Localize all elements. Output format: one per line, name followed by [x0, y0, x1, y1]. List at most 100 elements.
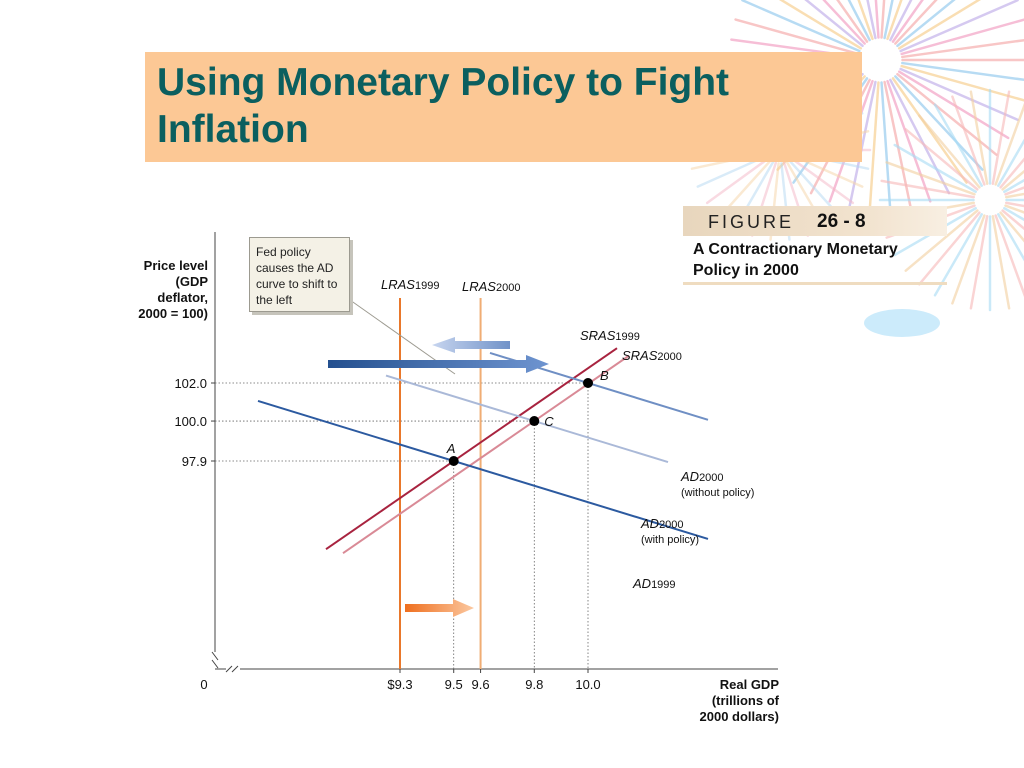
firework-ray — [994, 214, 1024, 298]
point-label: A — [446, 441, 456, 456]
firework-ray — [900, 64, 1024, 102]
firework-ray — [904, 128, 979, 191]
firework-ray — [883, 0, 894, 40]
firework-ray — [900, 18, 1024, 56]
y-axis-label-line: Price level — [144, 258, 208, 273]
title-banner: Using Monetary Policy to Fight Inflation — [145, 52, 862, 162]
firework-ray — [874, 0, 880, 39]
ad-label: AD2000 — [640, 516, 684, 531]
slide-title: Using Monetary Policy to Fight Inflation — [157, 61, 730, 151]
firework-ray — [885, 161, 976, 196]
firework-ray — [997, 213, 1024, 262]
lras-label-name: LRAS — [462, 279, 496, 294]
y-axis-break — [211, 651, 219, 669]
figure-word: FIGURE — [708, 212, 795, 232]
firework-ray — [897, 0, 982, 50]
firework-ray — [991, 90, 1011, 186]
firework-ray — [1004, 204, 1024, 214]
x-tick-label: 9.6 — [472, 677, 490, 692]
firework-ray — [901, 38, 1024, 59]
fed-policy-callout: Fed policy causes the AD curve to shift … — [249, 237, 350, 312]
firework-ray — [804, 0, 864, 48]
figure-caption: A Contractionary Monetary Policy in 2000 — [693, 241, 898, 279]
y-tick-label: 97.9 — [182, 454, 207, 469]
firework-ray — [999, 157, 1024, 189]
ad-label-name: AD — [680, 469, 699, 484]
x-axis-break — [225, 665, 239, 673]
firework-ray — [991, 214, 1011, 310]
ad-label-note: (without policy) — [681, 487, 754, 499]
firework-ray — [1001, 169, 1024, 191]
x-axis-label-line: Real GDP — [720, 677, 780, 692]
figure-label: FIGURE 26 - 8 A Contractionary Monetary … — [683, 206, 947, 286]
firework-ray — [951, 214, 986, 305]
firework-ray — [789, 156, 855, 205]
y-axis-label: Price level (GDP deflator, 2000 = 100) — [138, 258, 208, 321]
firework-ray — [889, 0, 913, 42]
sras-label-sub: 2000 — [657, 351, 681, 363]
firework-ray — [894, 75, 984, 171]
ad-label-sub: 2000 — [659, 519, 683, 531]
x-tick-label: 9.8 — [525, 677, 543, 692]
ad-label-note: (with policy) — [641, 534, 699, 546]
x-axis-label-line: 2000 dollars) — [700, 709, 780, 724]
firework-ray — [933, 103, 983, 187]
x-tick-label: $9.3 — [387, 677, 412, 692]
y-axis-label-line: 2000 = 100) — [138, 306, 208, 321]
firework-ray — [899, 0, 1019, 53]
firework-ray — [848, 80, 877, 209]
firework-ray — [1004, 201, 1024, 208]
firework-ray — [918, 211, 981, 286]
sras-label-sub: 1999 — [615, 331, 639, 343]
firework-ray — [918, 114, 981, 189]
firework-ray — [778, 0, 863, 50]
firework-ray — [997, 138, 1024, 187]
firework-ray — [969, 214, 989, 310]
equilibrium-point — [583, 378, 593, 388]
firework-ray — [899, 67, 1019, 122]
firework-ray — [951, 95, 986, 186]
ad-line — [385, 374, 669, 464]
figure-bar — [683, 206, 947, 236]
firework-ray — [1004, 186, 1024, 196]
firework-ray — [891, 77, 968, 184]
sras-label-name: SRAS — [580, 328, 616, 343]
ad-line — [257, 400, 709, 540]
y-axis-label-line: deflator, — [157, 290, 208, 305]
x-tick-label: 10.0 — [575, 677, 600, 692]
ad-label: AD1999 — [632, 576, 676, 591]
sras-line — [325, 347, 618, 551]
firework-ray — [894, 0, 938, 45]
figure-number: 26 - 8 — [817, 211, 866, 232]
lras-label: LRAS2000 — [462, 279, 520, 294]
firework-ray — [847, 0, 871, 42]
point-label: B — [600, 368, 609, 383]
lras-label-sub: 1999 — [415, 280, 439, 292]
firework-ray — [836, 0, 869, 43]
firework-ray — [969, 90, 989, 186]
figure-rule — [683, 282, 947, 285]
firework-ray — [880, 179, 976, 199]
lras-label: LRAS1999 — [381, 277, 439, 292]
firework-ray — [822, 0, 866, 45]
firework-ray — [880, 81, 892, 211]
firework-ray — [1001, 209, 1024, 231]
firework-ray — [886, 79, 932, 203]
firework-ray — [734, 18, 860, 56]
firework-ray — [896, 0, 956, 48]
sras-label-name: SRAS — [622, 348, 658, 363]
y-axis-label-line: (GDP — [176, 274, 209, 289]
sras-line — [342, 354, 630, 554]
firework-ray — [857, 0, 874, 41]
ad-label-sub: 2000 — [699, 472, 723, 484]
point-label: C — [544, 414, 554, 429]
firework-ray — [741, 0, 861, 53]
ad-label-sub: 1999 — [651, 579, 675, 591]
demand-increase-arrow — [328, 355, 549, 373]
equilibrium-point — [448, 456, 459, 466]
x-tick-label: 9.5 — [445, 677, 463, 692]
firework-ray — [994, 102, 1024, 186]
y-tick-label: 100.0 — [174, 414, 207, 429]
ad-label-name: AD — [632, 576, 651, 591]
